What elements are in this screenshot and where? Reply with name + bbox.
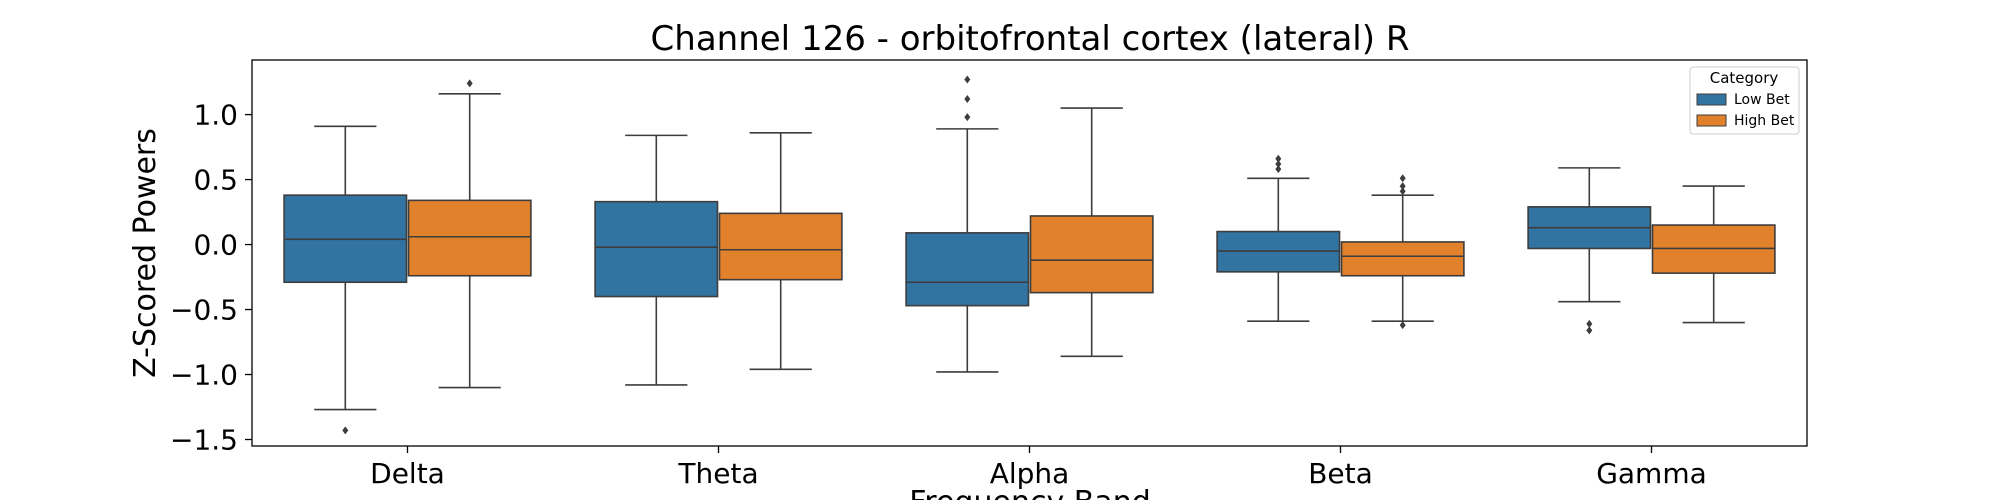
outlier-point [964, 94, 971, 103]
legend-swatch [1696, 93, 1727, 106]
legend-label: Low Bet [1734, 92, 1790, 108]
outlier-point [466, 79, 473, 88]
box-beta-low-bet [1216, 154, 1341, 323]
box-theta-high-bet [718, 131, 843, 371]
box-alpha-low-bet [905, 75, 1030, 373]
outlier-point [1275, 159, 1282, 168]
legend: Category Low Bet High Bet [1689, 66, 1800, 135]
box-theta-low-bet [594, 134, 719, 386]
box-iqr [1029, 215, 1154, 294]
x-tick-label-gamma: Gamma [1596, 457, 1707, 490]
box-gamma-high-bet [1651, 185, 1776, 324]
box-iqr [594, 200, 719, 298]
y-tick-label: −0.5 [170, 294, 238, 327]
y-axis: 1.0 0.5 0.0 −0.5 −1.0 −1.5 [170, 99, 252, 457]
box-gamma-low-bet [1527, 167, 1652, 335]
plot-area [283, 75, 1776, 435]
legend-swatch [1696, 114, 1727, 127]
y-tick-label: −1.0 [170, 359, 238, 392]
x-tick-label-beta: Beta [1308, 457, 1373, 490]
y-tick-label: 1.0 [193, 99, 238, 132]
legend-label: High Bet [1734, 113, 1795, 129]
x-axis: Delta Theta Alpha Beta Gamma [370, 446, 1707, 490]
x-tick-label-alpha: Alpha [990, 457, 1070, 490]
y-axis-label: Z-Scored Powers [128, 128, 163, 378]
outlier-point [964, 75, 971, 84]
outlier-point [1586, 326, 1593, 335]
legend-items: Low Bet High Bet [1696, 92, 1795, 129]
x-tick-label-delta: Delta [370, 457, 445, 490]
box-delta-high-bet [407, 79, 532, 389]
outlier-point [1399, 187, 1406, 196]
box-iqr [1340, 241, 1465, 277]
outlier-point [1399, 174, 1406, 183]
box-iqr [407, 199, 532, 277]
x-axis-label: Frequency Band [909, 485, 1151, 500]
y-tick-label: 0.0 [193, 229, 238, 262]
chart-title: Channel 126 - orbitofrontal cortex (late… [651, 19, 1410, 59]
y-tick-label: −1.5 [170, 424, 238, 457]
box-iqr [718, 212, 843, 281]
legend-title: Category [1710, 69, 1779, 87]
y-tick-label: 0.5 [193, 164, 238, 197]
outlier-point [1275, 165, 1282, 174]
outlier-point [342, 426, 349, 435]
outlier-point [1275, 154, 1282, 163]
box-delta-low-bet [283, 125, 408, 435]
box-beta-high-bet [1340, 174, 1465, 330]
outlier-point [1586, 319, 1593, 328]
outlier-point [964, 113, 971, 122]
box-iqr [905, 232, 1030, 307]
box-alpha-high-bet [1029, 107, 1154, 358]
outlier-point [1399, 321, 1406, 330]
x-tick-label-theta: Theta [677, 457, 758, 490]
outlier-point [1399, 182, 1406, 191]
